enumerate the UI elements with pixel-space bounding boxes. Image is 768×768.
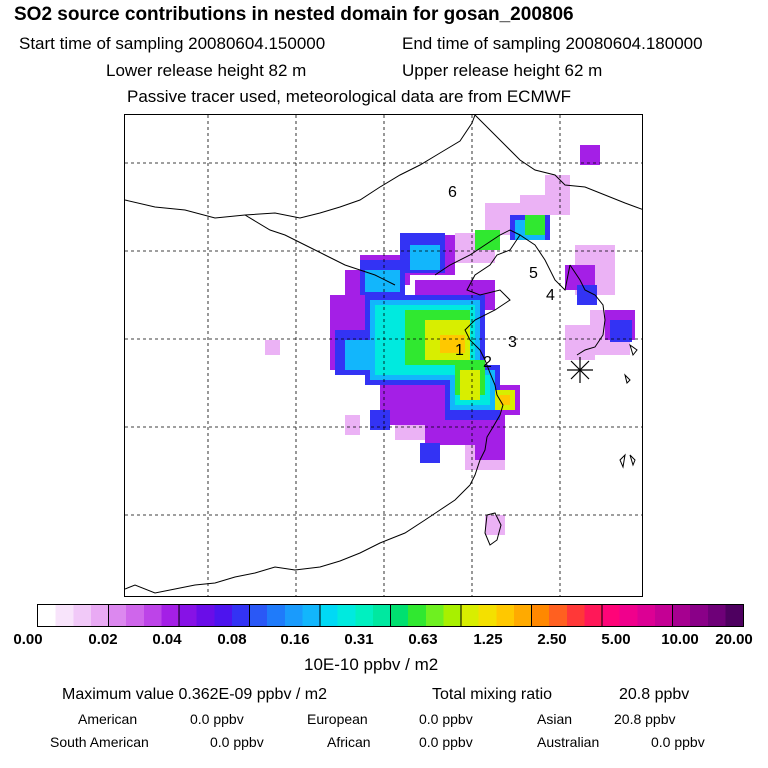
- region-label-6: 6: [448, 184, 457, 201]
- colorbar-swatch: [143, 605, 162, 626]
- colorbar: [37, 604, 744, 627]
- max-value-label: Maximum value 0.362E-09 ppbv / m2: [62, 686, 328, 703]
- colorbar-swatch: [355, 605, 374, 626]
- total-mixing-label: Total mixing ratio: [432, 686, 553, 703]
- colorbar-swatch: [619, 605, 638, 626]
- region-value: 0.0 ppbv: [419, 711, 473, 727]
- plot-title: SO2 source contributions in nested domai…: [14, 4, 574, 25]
- lower-release-label: Lower release height 82 m: [106, 61, 307, 80]
- colorbar-swatch: [690, 605, 709, 626]
- colorbar-tick-label: 0.04: [152, 631, 182, 648]
- colorbar-swatch: [602, 605, 621, 626]
- start-time-label: Start time of sampling 20080604.150000: [19, 34, 326, 53]
- colorbar-tick-label: 20.00: [715, 631, 753, 648]
- colorbar-tick-label: 0.63: [408, 631, 438, 648]
- colorbar-swatch: [372, 605, 392, 626]
- coastlines: [125, 115, 642, 594]
- colorbar-swatch: [231, 605, 251, 626]
- region-value: 20.8 ppbv: [614, 711, 676, 727]
- colorbar-swatch: [320, 605, 339, 626]
- region-value: 0.0 ppbv: [419, 734, 473, 750]
- colorbar-swatch: [249, 605, 268, 626]
- colorbar-tick-label: 2.50: [537, 631, 567, 648]
- colorbar-tick-label: 0.02: [88, 631, 118, 648]
- region-label-1: 1: [455, 342, 464, 359]
- region-name: South American: [50, 734, 149, 750]
- region-value: 0.0 ppbv: [190, 711, 244, 727]
- colorbar-swatch: [214, 605, 233, 626]
- colorbar-unit-label: 10E-10 ppbv / m2: [304, 655, 439, 674]
- region-name: European: [307, 711, 368, 727]
- colorbar-swatch: [496, 605, 515, 626]
- colorbar-swatches: [38, 605, 744, 626]
- region-label-2: 2: [483, 354, 492, 371]
- colorbar-swatch: [284, 605, 303, 626]
- region-label-4: 4: [546, 287, 555, 304]
- colorbar-swatch: [55, 605, 74, 626]
- region-name: American: [78, 711, 138, 727]
- colorbar-swatch: [90, 605, 110, 626]
- asterisk-icon: [567, 357, 593, 383]
- colorbar-tick-label: 0.16: [280, 631, 310, 648]
- region-value: 0.0 ppbv: [210, 734, 264, 750]
- colorbar-swatch: [126, 605, 145, 626]
- colorbar-swatch: [302, 605, 321, 626]
- colorbar-swatch: [637, 605, 656, 626]
- colorbar-swatch: [196, 605, 215, 626]
- colorbar-swatch: [443, 605, 462, 626]
- colorbar-swatch: [267, 605, 286, 626]
- region-name: Australian: [537, 734, 600, 750]
- colorbar-tick-label: 1.25: [473, 631, 503, 648]
- map-canvas: 1 2 3 4 5 6: [125, 115, 642, 596]
- colorbar-swatch: [73, 605, 92, 626]
- lat-lon-grid: [125, 115, 642, 596]
- colorbar-swatch: [337, 605, 356, 626]
- total-mixing-value: 20.8 ppbv: [619, 686, 690, 703]
- colorbar-swatch: [461, 605, 480, 626]
- colorbar-swatch: [654, 605, 674, 626]
- upper-release-label: Upper release height 62 m: [402, 61, 603, 80]
- colorbar-tick-label: 10.00: [661, 631, 699, 648]
- colorbar-tick-label: 0.31: [344, 631, 374, 648]
- region-label-5: 5: [529, 265, 538, 282]
- colorbar-swatch: [549, 605, 568, 626]
- colorbar-swatch: [478, 605, 497, 626]
- colorbar-swatch: [179, 605, 198, 626]
- colorbar-tick-label: 5.00: [601, 631, 631, 648]
- colorbar-tick-label: 0.08: [217, 631, 247, 648]
- region-label-3: 3: [508, 334, 517, 351]
- colorbar-swatch: [425, 605, 444, 626]
- colorbar-swatch: [408, 605, 427, 626]
- region-name: Asian: [537, 711, 573, 727]
- end-time-label: End time of sampling 20080604.180000: [402, 34, 703, 53]
- colorbar-swatch: [584, 605, 603, 626]
- region-name: African: [327, 734, 371, 750]
- colorbar-swatch: [707, 605, 726, 626]
- colorbar-swatch: [672, 605, 691, 626]
- colorbar-swatch: [566, 605, 585, 626]
- colorbar-swatch: [38, 605, 57, 626]
- region-labels: 1 2 3 4 5 6: [448, 184, 555, 371]
- colorbar-swatch: [390, 605, 409, 626]
- colorbar-swatch: [531, 605, 550, 626]
- concentration-field: [265, 145, 635, 535]
- map-panel: 1 2 3 4 5 6: [124, 114, 643, 597]
- colorbar-tick-label: 0.00: [13, 631, 43, 648]
- colorbar-swatch: [513, 605, 533, 626]
- region-value: 0.0 ppbv: [651, 734, 705, 750]
- tracer-info-label: Passive tracer used, meteorological data…: [127, 87, 572, 106]
- colorbar-swatch: [161, 605, 180, 626]
- colorbar-swatch: [108, 605, 127, 626]
- colorbar-swatch: [725, 605, 744, 626]
